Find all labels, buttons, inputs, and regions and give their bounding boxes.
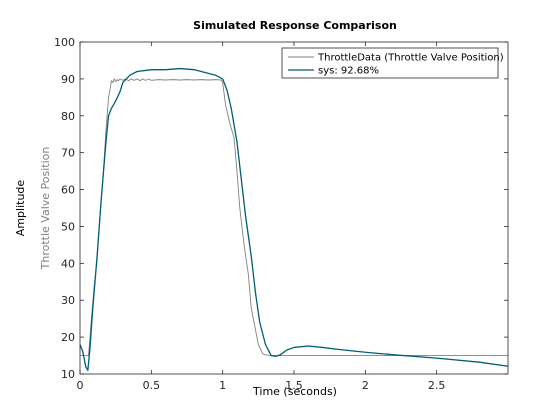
series-layer [79, 67, 509, 371]
y-axis-label: Amplitude [14, 180, 27, 237]
legend-box [281, 47, 499, 79]
y-tick-label: 50 [61, 220, 75, 233]
y-tick-label: 40 [61, 257, 75, 270]
x-tick-label: 0 [77, 379, 84, 392]
chart-title: Simulated Response Comparison [193, 19, 397, 32]
axes-box [79, 41, 509, 375]
x-tick-label: 2 [362, 379, 369, 392]
x-tick-label: 2.5 [428, 379, 446, 392]
x-tick-label: 1.5 [285, 379, 303, 392]
y-tick-labels: 10 20 30 40 50 60 70 80 90 100 [54, 36, 75, 381]
y-tick-label: 100 [54, 36, 75, 49]
y-tick-label: 20 [61, 331, 75, 344]
y-tick-label: 60 [61, 184, 75, 197]
legend-label-sys: sys: 92.68% [318, 66, 379, 77]
x-axis-label: Time (seconds) [252, 385, 337, 398]
y-tick-label: 70 [61, 147, 75, 160]
y-tick-label: 30 [61, 294, 75, 307]
y-axis-sublabel: Throttle Valve Position [39, 147, 52, 271]
y-tick-label: 90 [61, 73, 75, 86]
x-tick-labels: 0 0.5 1 1.5 2 2.5 [77, 379, 446, 392]
series-line-sys [79, 67, 509, 371]
x-tick-label: 1 [219, 379, 226, 392]
legend: ThrottleData (Throttle Valve Position) s… [281, 47, 504, 79]
y-tick-label: 80 [61, 110, 75, 123]
legend-label-throttle-data: ThrottleData (Throttle Valve Position) [317, 53, 504, 64]
plot-area [80, 42, 508, 374]
x-tick-label: 0.5 [143, 379, 161, 392]
series-line-throttle-data [80, 78, 508, 357]
y-tick-label: 10 [61, 368, 75, 381]
